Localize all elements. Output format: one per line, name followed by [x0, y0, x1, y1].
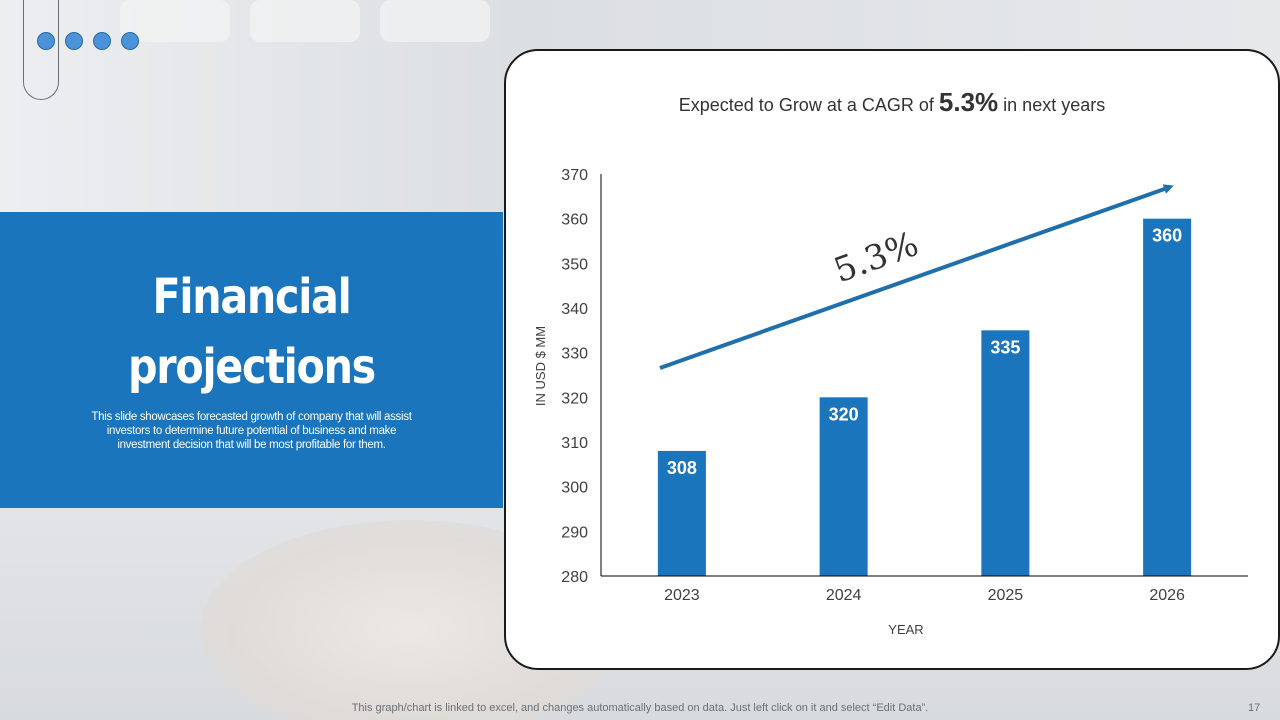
slide-title-line-2: projections — [128, 339, 376, 395]
background-keyboard-key — [120, 0, 230, 42]
decorative-dots — [37, 32, 139, 50]
x-tick-label-2023: 2023 — [664, 587, 700, 604]
slide-description: This slide showcases forecasted growth o… — [91, 411, 412, 451]
bars-layer: 308 320 335 360 — [657, 218, 1192, 576]
decorative-pill-outline — [23, 0, 59, 100]
x-tick-labels: 2023 2024 2025 2026 — [664, 587, 1185, 604]
x-axis-label: YEAR — [888, 622, 923, 637]
y-tick-label-290: 290 — [561, 524, 588, 541]
bar-2025[interactable] — [981, 330, 1030, 576]
y-tick-label-300: 300 — [561, 480, 588, 497]
chart-title-highlight: 5.3% — [938, 87, 999, 117]
data-label-2026: 360 — [1152, 226, 1182, 246]
bar-2026[interactable] — [1143, 218, 1192, 576]
x-tick-label-2025: 2025 — [988, 587, 1024, 604]
chart-title-prefix: Expected to Grow at a CAGR of — [678, 95, 934, 115]
y-tick-label-360: 360 — [561, 212, 588, 229]
background-keyboard-key — [380, 0, 490, 42]
x-tick-label-2026: 2026 — [1149, 587, 1185, 604]
y-tick-label-330: 330 — [561, 346, 588, 363]
page-number: 17 — [1248, 702, 1261, 714]
y-tick-labels: 280 290 300 310 320 330 340 350 360 370 — [561, 167, 588, 586]
data-label-2024: 320 — [829, 404, 859, 424]
bar-2024[interactable] — [819, 397, 868, 576]
bar-2023[interactable] — [657, 450, 706, 576]
chart-title-suffix: in next years — [1003, 95, 1106, 115]
x-tick-label-2024: 2024 — [826, 587, 862, 604]
background-keyboard-key — [250, 0, 360, 42]
footer-note: This graph/chart is linked to excel, and… — [351, 702, 929, 714]
y-tick-label-350: 350 — [561, 256, 588, 273]
decorative-dot — [37, 32, 55, 50]
slide-title-line-1: Financial — [152, 269, 351, 325]
decorative-dot — [65, 32, 83, 50]
growth-arrow — [659, 184, 1174, 370]
slide-title: Financial projections — [35, 262, 468, 402]
decorative-dot — [93, 32, 111, 50]
y-tick-label-320: 320 — [561, 390, 588, 407]
data-label-2023: 308 — [667, 458, 697, 478]
y-tick-label-280: 280 — [561, 569, 588, 586]
y-axis-label: IN USD $ MM — [533, 326, 548, 406]
y-tick-label-370: 370 — [561, 167, 588, 184]
data-label-2025: 335 — [990, 337, 1020, 357]
y-tick-label-340: 340 — [561, 301, 588, 318]
y-tick-label-310: 310 — [561, 435, 588, 452]
title-band — [0, 212, 503, 508]
chart-title: Expected to Grow at a CAGR of 5.3% in ne… — [504, 84, 1280, 123]
decorative-dot — [121, 32, 139, 50]
